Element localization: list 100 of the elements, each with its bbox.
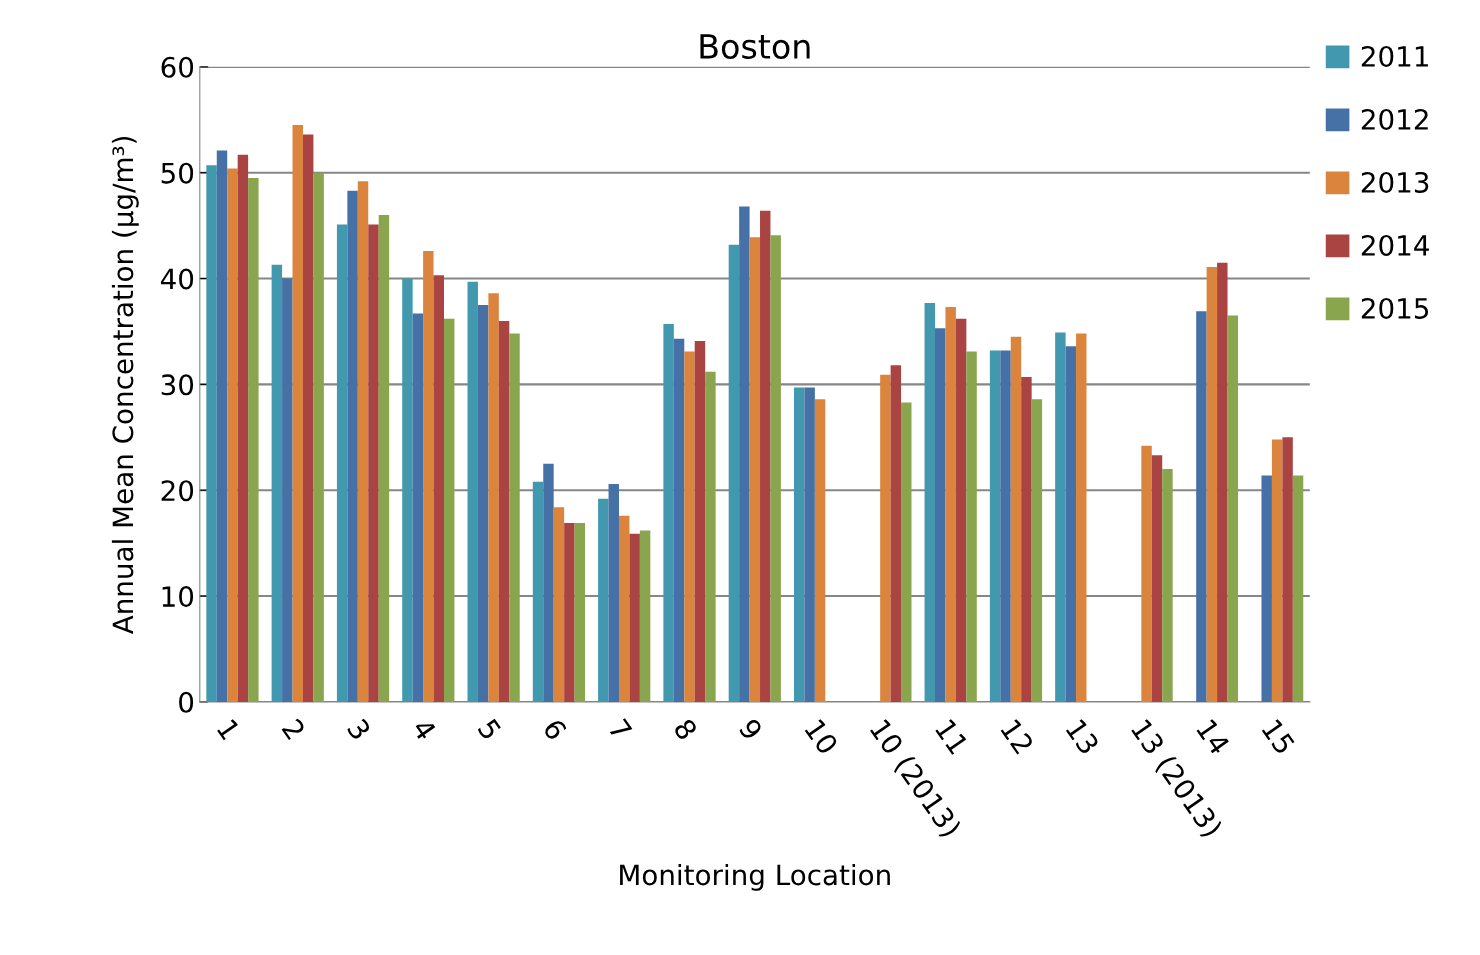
- bar: [498, 320, 510, 702]
- bar: [760, 210, 771, 702]
- bar: [467, 281, 478, 702]
- bar: [509, 333, 520, 702]
- bar: [639, 530, 651, 702]
- legend-label: 2013: [1361, 171, 1429, 193]
- bar: [1162, 469, 1173, 702]
- bar: [433, 275, 444, 702]
- x-tick-label: 9: [738, 717, 764, 742]
- bar: [770, 235, 781, 702]
- bar: [1010, 336, 1022, 702]
- bar: [1055, 332, 1066, 702]
- bar: [227, 168, 238, 702]
- x-axis-title: Monitoring Location: [620, 863, 890, 891]
- bar: [271, 264, 283, 702]
- bar: [814, 399, 826, 702]
- bar: [935, 328, 946, 702]
- bar: [1141, 445, 1152, 702]
- bar: [989, 350, 1001, 702]
- bar: [336, 224, 348, 702]
- x-tick-label: 11: [935, 718, 969, 755]
- bar: [237, 154, 249, 702]
- y-tick-label: 50: [161, 162, 194, 184]
- bar: [1000, 350, 1011, 702]
- bar: [629, 533, 640, 702]
- bar: [890, 365, 902, 702]
- x-tick-label: 12: [1000, 718, 1035, 755]
- bar: [1021, 376, 1032, 702]
- y-tick-label: 60: [161, 56, 194, 78]
- bar: [543, 463, 554, 702]
- bar: [402, 278, 413, 702]
- bar: [945, 307, 956, 702]
- bar: [1227, 315, 1238, 702]
- bar: [313, 172, 324, 702]
- bar: [574, 523, 586, 702]
- bar: [739, 206, 750, 702]
- bar: [1282, 437, 1293, 702]
- y-tick-label: 10: [162, 586, 194, 608]
- y-tick-label: 40: [160, 268, 194, 290]
- bar: [804, 387, 815, 702]
- bar: [564, 523, 575, 702]
- bar: [477, 305, 489, 702]
- bar: [378, 215, 390, 702]
- bar: [924, 302, 936, 702]
- bar: [673, 338, 685, 702]
- bar: [282, 278, 293, 702]
- bar: [966, 351, 977, 702]
- bar: [694, 340, 706, 702]
- y-tick-label: 30: [161, 374, 194, 396]
- bar: [1076, 333, 1087, 702]
- bar: [728, 244, 740, 702]
- bar: [901, 402, 912, 702]
- bar: [368, 224, 379, 702]
- bar: [684, 351, 695, 702]
- bar: [444, 318, 455, 702]
- x-tick-label: 3: [346, 717, 372, 741]
- bar: [488, 293, 499, 702]
- bar: [663, 324, 674, 702]
- x-tick-label: 10: [804, 718, 839, 756]
- bar: [357, 181, 369, 702]
- bar: [347, 190, 358, 702]
- x-tick-label: 4: [411, 717, 437, 742]
- x-tick-label: 2: [281, 717, 306, 741]
- bar: [793, 387, 805, 702]
- legend-label: 2015: [1361, 297, 1429, 319]
- y-axis-title: Annual Mean Concentration (µg/m³): [111, 136, 139, 635]
- x-tick-label: 13: [1065, 718, 1100, 756]
- x-tick-label: 6: [542, 717, 568, 742]
- x-tick-label: 7: [608, 718, 633, 741]
- x-tick-label: 1: [216, 718, 241, 741]
- bar: [292, 125, 303, 702]
- x-tick-label: 14: [1196, 718, 1231, 756]
- x-tick-label: 5: [477, 718, 502, 741]
- x-tick-label: 8: [672, 717, 699, 742]
- bar: [1206, 266, 1218, 702]
- bar: [216, 150, 228, 702]
- bar: [705, 371, 716, 702]
- bar: [1196, 311, 1207, 702]
- bar: [955, 318, 967, 702]
- bar: [553, 507, 565, 702]
- legend-label: 2014: [1361, 234, 1429, 256]
- bar: [1217, 262, 1228, 702]
- bar: [608, 483, 619, 702]
- bar: [1271, 439, 1283, 702]
- bar: [302, 134, 314, 702]
- bar: [618, 515, 630, 702]
- bar: [1065, 346, 1077, 702]
- legend-label: 2012: [1361, 108, 1428, 130]
- bar: [598, 498, 609, 702]
- x-tick-label: 15: [1261, 718, 1296, 756]
- y-tick-label: 0: [179, 691, 194, 713]
- chart-title: Boston: [700, 34, 810, 59]
- bar: [1031, 399, 1043, 702]
- bar: [880, 374, 891, 702]
- bar: [1261, 475, 1272, 702]
- bar: [532, 481, 544, 702]
- bar: [749, 237, 761, 702]
- bar: [1151, 455, 1163, 702]
- y-tick-label: 20: [161, 480, 194, 502]
- bar: [423, 251, 434, 702]
